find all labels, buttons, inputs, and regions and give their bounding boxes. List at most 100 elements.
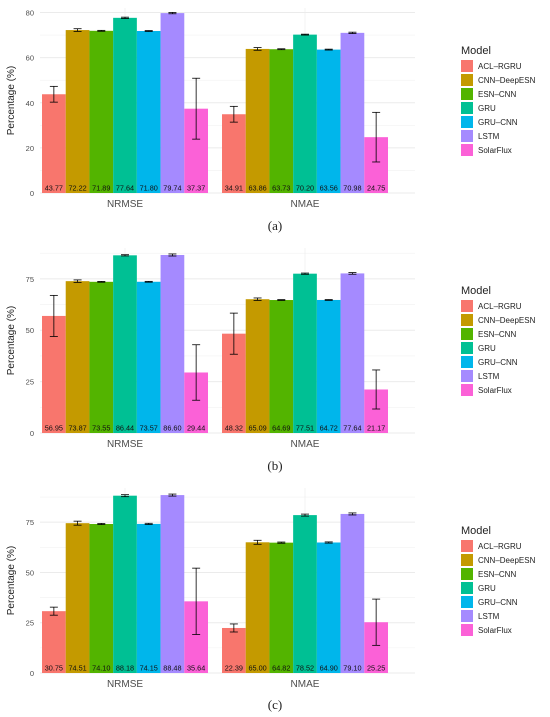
y-tick-label: 0 <box>30 669 34 678</box>
legend-swatch-lstm <box>461 610 473 622</box>
caption-a: (a) <box>267 218 283 233</box>
legend-label-acl-rgru: ACL–RGRU <box>478 302 522 311</box>
data-label-cnn-deepesn-nrmse: 73.87 <box>68 424 86 433</box>
legend-title: Model <box>461 45 491 57</box>
y-tick-label: 40 <box>26 99 34 108</box>
x-tick-label-nmae: NMAE <box>291 439 320 450</box>
bar-gru-cnn-nrmse <box>136 523 161 673</box>
bar-esn-cnn-nrmse <box>89 30 114 194</box>
x-tick-label-nrmse: NRMSE <box>107 199 143 210</box>
data-label-acl-rgru-nmae: 22.39 <box>225 664 243 673</box>
bar-acl-rgru-nrmse <box>42 611 66 673</box>
bar-cnn-deepesn-nmae <box>245 299 270 433</box>
data-label-lstm-nrmse: 86.60 <box>163 424 181 433</box>
bar-solarflux-nmae <box>364 622 388 673</box>
y-tick-label: 0 <box>30 429 34 438</box>
data-label-cnn-deepesn-nrmse: 74.51 <box>68 664 86 673</box>
bar-gru-cnn-nmae <box>316 49 341 193</box>
y-tick-label: 25 <box>26 378 34 387</box>
data-label-lstm-nmae: 77.64 <box>343 424 361 433</box>
y-tick-label: 75 <box>26 518 34 527</box>
bar-cnn-deepesn-nmae <box>245 542 270 673</box>
legend-swatch-acl-rgru <box>461 540 473 552</box>
chart-b: 0 25 50 75 Percentage (%) 56.95 73.87 73.55 86.4… <box>6 248 536 450</box>
legend-label-cnn-deepesn: CNN–DeepESN <box>478 556 536 565</box>
legend-label-lstm: LSTM <box>478 132 500 141</box>
data-label-gru-cnn-nrmse: 73.57 <box>140 424 158 433</box>
data-label-solarflux-nmae: 24.75 <box>367 184 385 193</box>
data-label-esn-cnn-nrmse: 74.10 <box>92 664 110 673</box>
bar-gru-nrmse <box>113 495 137 673</box>
data-label-solarflux-nrmse: 29.44 <box>187 424 205 433</box>
bar-gru-cnn-nrmse <box>136 281 161 433</box>
bar-acl-rgru-nmae <box>222 333 246 433</box>
legend-swatch-esn-cnn <box>461 88 473 100</box>
legend-label-solarflux: SolarFlux <box>478 386 512 395</box>
y-axis-label: Percentage (%) <box>6 546 17 615</box>
bar-esn-cnn-nmae <box>269 300 294 433</box>
data-label-lstm-nrmse: 79.74 <box>163 184 181 193</box>
bar-gru-cnn-nmae <box>316 299 341 433</box>
legend-swatch-cnn-deepesn <box>461 74 473 86</box>
bar-esn-cnn-nmae <box>269 542 294 673</box>
legend-swatch-gru-cnn <box>461 356 473 368</box>
bar-gru-nmae <box>293 515 317 673</box>
legend-label-gru-cnn: GRU–CNN <box>478 118 518 127</box>
bar-solarflux-nrmse <box>184 108 208 193</box>
legend-label-lstm: LSTM <box>478 372 500 381</box>
legend-label-lstm: LSTM <box>478 612 500 621</box>
bar-esn-cnn-nrmse <box>89 281 114 433</box>
legend-label-cnn-deepesn: CNN–DeepESN <box>478 76 536 85</box>
data-label-cnn-deepesn-nmae: 65.00 <box>248 664 266 673</box>
bar-cnn-deepesn-nrmse <box>65 523 90 673</box>
legend-label-acl-rgru: ACL–RGRU <box>478 542 522 551</box>
legend-swatch-gru <box>461 342 473 354</box>
legend-swatch-esn-cnn <box>461 328 473 340</box>
legend-label-gru: GRU <box>478 584 496 593</box>
bar-gru-nmae <box>293 273 317 433</box>
x-tick-label-nmae: NMAE <box>291 679 320 690</box>
legend-swatch-gru <box>461 102 473 114</box>
data-label-cnn-deepesn-nrmse: 72.22 <box>68 184 86 193</box>
bar-solarflux-nmae <box>364 137 388 193</box>
x-tick-label-nmae: NMAE <box>291 199 320 210</box>
bar-acl-rgru-nrmse <box>42 94 66 193</box>
chart-panel-b: 0 25 50 75 Percentage (%) 56.95 73.87 73.55 86.4… <box>0 240 550 455</box>
y-tick-label: 60 <box>26 54 34 63</box>
legend-label-gru: GRU <box>478 344 496 353</box>
legend-swatch-solarflux <box>461 144 473 156</box>
data-label-gru-nmae: 70.20 <box>296 184 314 193</box>
data-label-cnn-deepesn-nmae: 63.86 <box>248 184 266 193</box>
legend-swatch-acl-rgru <box>461 60 473 72</box>
y-tick-label: 20 <box>26 144 34 153</box>
x-tick-label-nrmse: NRMSE <box>107 439 143 450</box>
data-label-gru-cnn-nmae: 64.90 <box>320 664 338 673</box>
data-label-acl-rgru-nrmse: 43.77 <box>45 184 63 193</box>
data-label-acl-rgru-nmae: 48.32 <box>225 424 243 433</box>
legend-swatch-gru-cnn <box>461 596 473 608</box>
legend-label-esn-cnn: ESN–CNN <box>478 330 516 339</box>
data-label-gru-nmae: 77.51 <box>296 424 314 433</box>
bar-lstm-nrmse <box>160 495 185 673</box>
bar-solarflux-nrmse <box>184 601 208 673</box>
bar-gru-nmae <box>293 34 317 194</box>
y-tick-label: 75 <box>26 275 34 284</box>
legend-label-esn-cnn: ESN–CNN <box>478 570 516 579</box>
data-label-gru-nrmse: 88.18 <box>116 664 134 673</box>
legend-label-solarflux: SolarFlux <box>478 626 512 635</box>
bar-acl-rgru-nmae <box>222 114 246 193</box>
data-label-gru-cnn-nmae: 64.72 <box>320 424 338 433</box>
bar-gru-nrmse <box>113 255 137 433</box>
bar-lstm-nrmse <box>160 13 185 193</box>
y-axis-label: Percentage (%) <box>6 306 17 375</box>
legend-swatch-cnn-deepesn <box>461 314 473 326</box>
data-label-gru-nrmse: 77.64 <box>116 184 134 193</box>
legend-label-gru: GRU <box>478 104 496 113</box>
bar-cnn-deepesn-nmae <box>245 48 270 193</box>
data-label-esn-cnn-nrmse: 73.55 <box>92 424 110 433</box>
bar-lstm-nmae <box>340 32 365 193</box>
legend-label-gru-cnn: GRU–CNN <box>478 358 518 367</box>
bar-lstm-nmae <box>340 273 365 433</box>
legend-swatch-esn-cnn <box>461 568 473 580</box>
y-tick-label: 50 <box>26 326 34 335</box>
